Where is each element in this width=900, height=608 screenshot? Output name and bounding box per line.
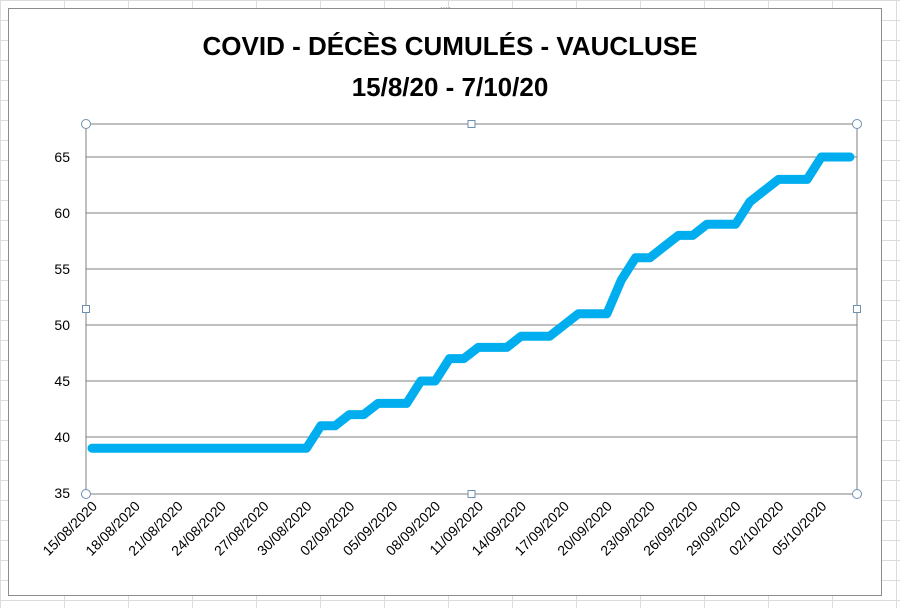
edge-handle-2[interactable] xyxy=(82,305,90,313)
y-axis: 35 40 45 50 55 60 65 xyxy=(54,149,70,501)
y-tick-label: 55 xyxy=(54,261,70,277)
y-tick-label: 50 xyxy=(54,317,70,333)
x-axis: 15/08/202018/08/202021/08/202024/08/2020… xyxy=(39,498,829,559)
chart-subtitle: 15/8/20 - 7/10/20 xyxy=(351,72,549,102)
plot-area-border xyxy=(85,123,858,495)
corner-handle-2[interactable] xyxy=(81,489,91,499)
y-tick-label: 65 xyxy=(54,149,70,165)
frame-resize-handle-top[interactable]: ···· xyxy=(440,3,451,12)
series-layer xyxy=(87,152,855,453)
series-line-0[interactable] xyxy=(87,152,855,453)
corner-handle-3[interactable] xyxy=(852,489,862,499)
y-tick-label: 60 xyxy=(54,205,70,221)
frame-resize-handle-bottom[interactable]: ···· xyxy=(440,591,451,600)
corner-handle-1[interactable] xyxy=(852,119,862,129)
y-tick-label: 35 xyxy=(54,485,70,501)
y-tick-label: 40 xyxy=(54,429,70,445)
edge-handle-1[interactable] xyxy=(467,490,476,498)
plot-area-selection-handles xyxy=(81,119,862,499)
corner-handle-0[interactable] xyxy=(81,119,91,129)
chart-title: COVID - DÉCÈS CUMULÉS - VAUCLUSE xyxy=(202,31,698,61)
chart-object-frame[interactable]: ···· ···· xyxy=(8,3,882,600)
gridlines xyxy=(86,156,857,438)
y-tick-label: 45 xyxy=(54,373,70,389)
edge-handle-3[interactable] xyxy=(853,305,861,313)
edge-handle-0[interactable] xyxy=(467,120,476,128)
